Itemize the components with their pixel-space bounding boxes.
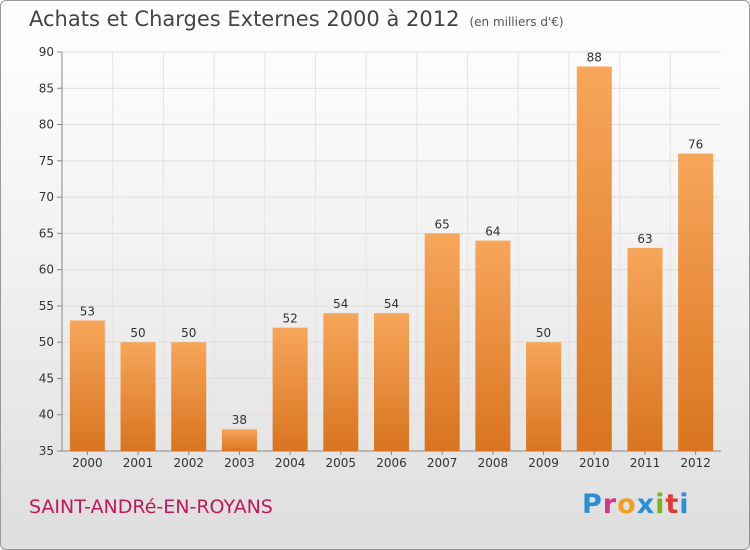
bars [69,66,714,451]
x-tick-label-2006: 2006 [376,456,407,470]
y-tick-label: 70 [39,190,54,204]
chart-subtitle: (en milliers d'€) [469,15,564,29]
commune-name: SAINT-ANDRé-EN-ROYANS [29,496,273,518]
bar-2004[interactable] [272,327,308,451]
bar-2003[interactable] [221,429,257,451]
logo-letter: o [617,489,637,520]
bar-2007[interactable] [424,233,460,451]
value-label-2011: 63 [637,232,652,246]
value-label-2009: 50 [536,326,551,340]
y-tick-label: 60 [39,263,54,277]
value-label-2008: 64 [485,225,500,239]
y-tick-label: 90 [39,45,54,59]
bar-2001[interactable] [120,342,156,451]
value-label-2004: 52 [282,312,297,326]
y-tick-label: 65 [39,226,54,240]
value-label-2001: 50 [130,326,145,340]
bar-2008[interactable] [475,240,511,451]
x-tick-label-2004: 2004 [275,456,306,470]
proxiti-logo[interactable]: Proxiti [582,489,690,520]
y-tick-label: 40 [39,408,54,422]
value-label-2002: 50 [181,326,196,340]
chart-title: Achats et Charges Externes 2000 à 2012 (e… [29,7,564,31]
y-tick-label: 85 [39,81,54,95]
value-label-2006: 54 [384,297,399,311]
logo-letter: i [679,489,690,520]
labels: 35 40 45 50 55 60 65 70 75 80 85 90 53 2000 50 2001 50 20… [39,45,711,470]
value-label-2010: 88 [587,51,602,65]
x-tick-label-2002: 2002 [173,456,204,470]
y-tick-label: 55 [39,299,54,313]
value-label-2012: 76 [688,138,703,152]
value-label-2007: 65 [435,217,450,231]
x-tick-label-2011: 2011 [630,456,661,470]
logo-letter: t [665,489,680,520]
bar-2011[interactable] [627,247,663,451]
x-tick-label-2003: 2003 [224,456,255,470]
bar-2006[interactable] [374,313,409,451]
bar-2002[interactable] [171,342,207,451]
value-label-2005: 54 [333,297,348,311]
bar-2009[interactable] [526,342,562,451]
y-tick-label: 75 [39,154,54,168]
x-tick-label-2007: 2007 [427,456,458,470]
logo-letter: P [582,489,603,520]
x-tick-label-2000: 2000 [72,456,103,470]
logo-letter: i [655,489,666,520]
x-tick-label-2009: 2009 [528,456,559,470]
bar-2005[interactable] [323,313,359,451]
x-tick-label-2008: 2008 [478,456,509,470]
y-tick-label: 50 [39,335,54,349]
y-tick-label: 35 [39,444,54,458]
chart-title-text: Achats et Charges Externes 2000 à 2012 [29,7,460,31]
logo-letter: r [602,489,618,520]
x-tick-label-2010: 2010 [579,456,610,470]
value-label-2000: 53 [80,304,95,318]
x-tick-label-2001: 2001 [123,456,154,470]
value-label-2003: 38 [232,413,247,427]
bar-2010[interactable] [576,66,612,451]
y-tick-label: 80 [39,118,54,132]
x-tick-label-2012: 2012 [680,456,711,470]
y-tick-label: 45 [39,371,54,385]
logo-letter: x [636,489,656,520]
bar-2012[interactable] [678,153,714,451]
bar-2000[interactable] [69,320,105,451]
x-tick-label-2005: 2005 [326,456,357,470]
